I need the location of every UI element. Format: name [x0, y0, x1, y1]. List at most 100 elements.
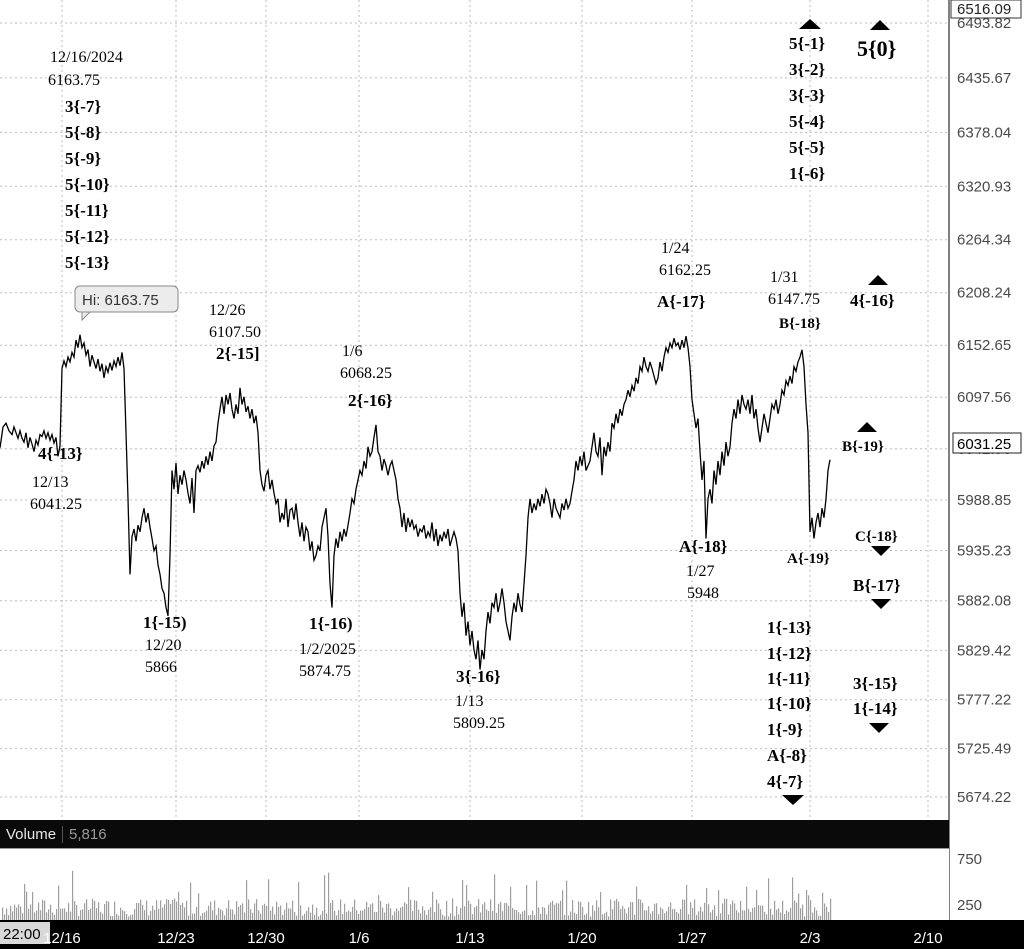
volume-bar: [758, 905, 760, 920]
volume-bar: [362, 910, 364, 920]
volume-bar: [814, 907, 816, 920]
bottom-stack-0: 1{-13}: [767, 618, 812, 637]
arrow-up-b19: [857, 422, 877, 432]
volume-bar: [658, 914, 660, 920]
volume-bar: [274, 914, 276, 920]
stack-top-left-1: 5{-8}: [65, 123, 101, 142]
volume-bar: [56, 909, 58, 920]
volume-bar: [86, 899, 88, 920]
wave-annotations: 12/16/2024 6163.75 3{-7} 5{-8} 5{-9} 5{-…: [30, 19, 901, 805]
volume-bar: [642, 902, 644, 920]
volume-bar: [54, 914, 56, 920]
top-right-3: 5{-4}: [789, 112, 825, 131]
volume-bar: [114, 901, 116, 920]
volume-bar: [530, 914, 532, 920]
wave-4-13-left: 4{-13}: [38, 444, 83, 463]
bottom-stack-5: A{-8}: [767, 746, 807, 765]
volume-bar: [586, 913, 588, 920]
volume-bar: [794, 900, 796, 920]
volume-bar: [338, 909, 340, 920]
volume-bar: [252, 912, 254, 920]
volume-bar: [494, 874, 496, 920]
volume-bar: [468, 900, 470, 920]
high-callout-text: Hi: 6163.75: [82, 292, 159, 309]
stack-top-left-3: 5{-10}: [65, 175, 110, 194]
volume-bar: [264, 903, 266, 920]
time-axis-ticks: 12/16 12/23 12/30 1/6 1/13 1/20 1/27 2/3 2/10: [43, 930, 942, 947]
volume-bar: [122, 910, 124, 920]
time-tick-label: 1/20: [567, 930, 596, 947]
volume-bar: [700, 906, 702, 920]
bottom-stack-4: 1{-9}: [767, 720, 803, 739]
volume-bar: [582, 906, 584, 920]
volume-bar: [144, 910, 146, 920]
volume-bar: [288, 908, 290, 920]
volume-bar: [18, 904, 20, 920]
arrow-down-right-14: [869, 723, 889, 733]
volume-bar: [682, 899, 684, 920]
volume-bar: [508, 905, 510, 920]
top-right-5: 1{-6}: [789, 164, 825, 183]
volume-tick-250: 250: [957, 897, 982, 914]
current-price-label: 6031.25: [957, 436, 1011, 453]
volume-bar: [560, 900, 562, 920]
stack-top-left-0: 3{-7}: [65, 97, 101, 116]
volume-bar: [234, 914, 236, 920]
volume-bar: [320, 914, 322, 920]
volume-bar: [328, 872, 330, 920]
volume-bar: [550, 902, 552, 920]
stack-top-left-4: 5{-11}: [65, 201, 109, 220]
wave-1-16: 1{-16): [309, 614, 353, 633]
volume-bar: [180, 904, 182, 920]
volume-bar: [470, 903, 472, 920]
a18-price: 5948: [687, 585, 719, 602]
volume-bar: [654, 903, 656, 920]
volume-bar: [656, 903, 658, 920]
volume-bar: [146, 900, 148, 920]
volume-bar: [486, 909, 488, 920]
volume-bar: [270, 910, 272, 920]
volume-bar: [452, 898, 454, 920]
volume-bar: [574, 912, 576, 920]
b18-price: 6147.75: [768, 291, 820, 308]
volume-bar: [718, 890, 720, 920]
volume-bar: [490, 899, 492, 920]
volume-bar: [290, 908, 292, 920]
volume-bar: [408, 887, 410, 920]
volume-bar: [358, 913, 360, 920]
price-tick-label: 6320.93: [957, 178, 1011, 195]
volume-bar: [464, 906, 466, 920]
volume-bar: [596, 900, 598, 920]
time-tick-label: 12/23: [157, 930, 195, 947]
volume-bar: [6, 908, 8, 920]
top-right-4: 5{-5}: [789, 138, 825, 157]
volume-bar: [134, 909, 136, 920]
wave-1-16-price: 5874.75: [299, 663, 351, 680]
volume-bar: [240, 905, 242, 920]
volume-bar: [774, 900, 776, 920]
volume-bar: [150, 911, 152, 920]
price-line[interactable]: [0, 334, 831, 670]
volume-bar: [344, 903, 346, 920]
volume-bar: [330, 902, 332, 920]
volume-bar: [712, 909, 714, 920]
volume-bar: [390, 908, 392, 920]
volume-bar: [242, 903, 244, 920]
volume-bar: [722, 903, 724, 920]
d1226-price: 6107.50: [209, 324, 261, 341]
volume-bar: [430, 907, 432, 920]
volume-bar: [142, 904, 144, 920]
price-axis-top-box: [950, 0, 1022, 19]
volume-bar: [466, 885, 468, 920]
volume-bar: [380, 900, 382, 920]
volume-bar: [186, 900, 188, 920]
top-right-0: 5{-1}: [789, 34, 825, 53]
volume-bar: [558, 903, 560, 920]
volume-bar: [598, 907, 600, 920]
volume-bar: [392, 915, 394, 920]
wave-1-15-date: 12/20: [145, 637, 181, 654]
volume-bar: [94, 900, 96, 920]
volume-bar: [676, 911, 678, 920]
volume-bar: [172, 900, 174, 920]
